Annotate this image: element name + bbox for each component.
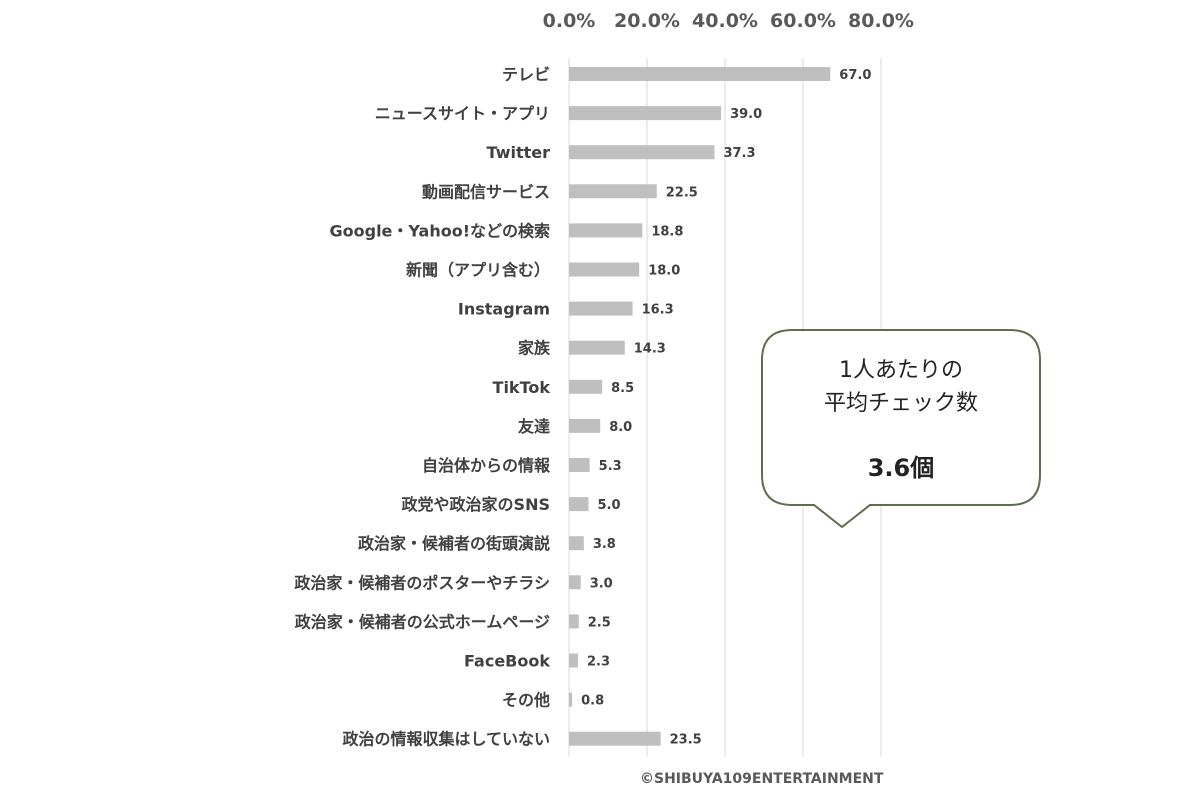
bar <box>569 145 715 160</box>
category-label: 政治家・候補者のポスターやチラシ <box>294 573 550 592</box>
category-label: 友達 <box>518 417 550 436</box>
category-label: 自治体からの情報 <box>422 456 551 475</box>
data-label: 16.3 <box>642 303 674 318</box>
bar <box>569 223 643 238</box>
data-label: 18.8 <box>651 224 683 239</box>
data-label: 5.3 <box>599 459 622 474</box>
category-label: Instagram <box>458 300 550 319</box>
x-tick-label: 20.0% <box>614 10 680 32</box>
category-label: 政党や政治家のSNS <box>402 495 550 514</box>
data-label: 3.0 <box>590 576 613 591</box>
category-label: 政治家・候補者の公式ホームページ <box>295 612 550 631</box>
copyright-notice: ©SHIBUYA109ENTERTAINMENT <box>640 771 884 787</box>
x-tick-label: 40.0% <box>692 10 758 32</box>
bar <box>569 575 581 590</box>
bar <box>569 301 633 316</box>
bar <box>569 653 578 668</box>
data-label: 14.3 <box>634 342 666 357</box>
bar <box>569 692 573 707</box>
data-label: 23.5 <box>670 733 702 748</box>
category-label: 政治の情報収集はしていない <box>342 730 550 749</box>
category-label: 新聞（アプリ含む） <box>406 261 550 280</box>
bar <box>569 379 603 394</box>
data-label: 22.5 <box>666 185 698 200</box>
category-label: 動画配信サービス <box>422 182 550 201</box>
category-label: 家族 <box>518 339 551 358</box>
data-label: 3.8 <box>593 537 616 552</box>
x-tick-label: 60.0% <box>770 10 836 32</box>
bar <box>569 731 661 746</box>
bar <box>569 262 640 277</box>
data-label: 8.0 <box>609 420 632 435</box>
category-label: FaceBook <box>464 652 550 671</box>
category-label: Google・Yahoo!などの検索 <box>330 221 551 240</box>
category-label: Twitter <box>487 143 551 162</box>
bar <box>569 340 625 355</box>
data-label: 67.0 <box>839 68 871 83</box>
bar <box>569 418 601 433</box>
bar <box>569 458 590 472</box>
data-label: 8.5 <box>611 381 634 396</box>
data-label: 5.0 <box>598 498 621 513</box>
category-label: その他 <box>502 691 550 710</box>
data-label: 0.8 <box>581 694 604 709</box>
data-label: 18.0 <box>648 264 680 279</box>
bar <box>569 614 579 629</box>
data-label: 37.3 <box>723 146 755 161</box>
x-tick-label: 80.0% <box>848 10 914 32</box>
x-tick-label: 0.0% <box>543 10 596 32</box>
data-label: 2.5 <box>588 615 611 630</box>
category-label: TikTok <box>493 378 551 397</box>
bar <box>569 106 722 121</box>
category-label: ニュースサイト・アプリ <box>375 104 550 123</box>
category-label: テレビ <box>502 65 550 84</box>
category-label: 政治家・候補者の街頭演説 <box>358 534 550 553</box>
bar <box>569 184 657 199</box>
data-label: 39.0 <box>730 107 762 122</box>
bar <box>569 497 589 512</box>
bar <box>569 67 831 81</box>
data-label: 2.3 <box>587 655 610 670</box>
bar <box>569 536 584 551</box>
